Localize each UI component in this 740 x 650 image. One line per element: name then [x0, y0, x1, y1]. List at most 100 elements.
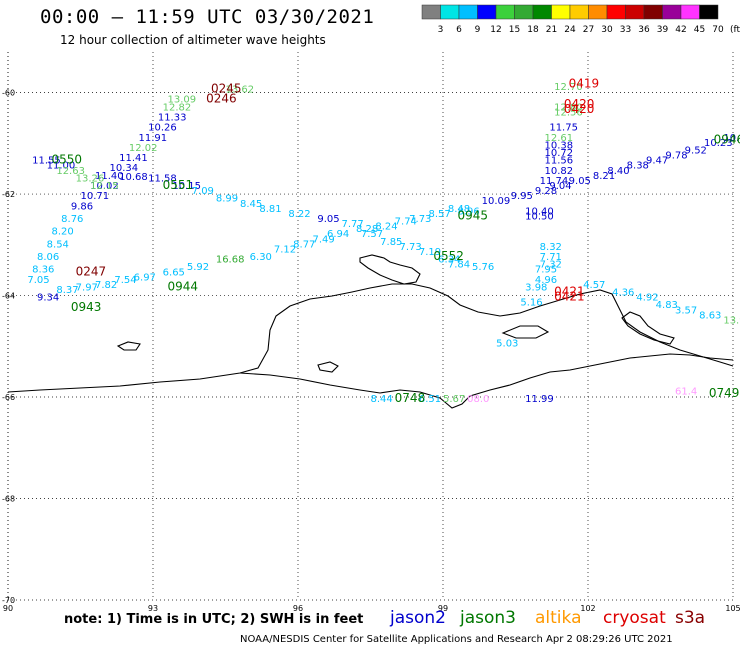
wave-height-label: 8.96: [458, 206, 480, 217]
wave-height-label: 9.52: [685, 145, 707, 156]
wave-height-label: 5.16: [520, 298, 542, 309]
colorbar-label: 30: [601, 25, 613, 35]
wave-height-label: 12.82: [163, 102, 192, 113]
pass-time-label: 0551: [163, 178, 194, 192]
page-title: 00:00 – 11:59 UTC 03/30/2021: [40, 6, 375, 28]
pass-time-label: 0943: [71, 300, 102, 314]
wave-height-label: 10.71: [81, 191, 110, 202]
lon-tick-label: 105: [725, 604, 740, 613]
wave-height-label: 8.38: [627, 161, 649, 172]
pass-time-label: 0550: [52, 153, 83, 167]
wave-height-label: 9.95: [511, 191, 533, 202]
wave-height-label: 8.28: [356, 224, 378, 235]
satellite-legend-altika: altika: [535, 608, 582, 628]
wave-height-label: 7.73: [409, 214, 431, 225]
wave-height-label: 8.99: [216, 194, 238, 205]
lon-tick-label: 90: [3, 604, 13, 613]
wave-height-label: 9.34: [37, 293, 59, 304]
colorbar-label: 3: [438, 25, 444, 35]
wave-height-label: 8.77: [293, 239, 315, 250]
lat-tick-label: -66: [2, 393, 15, 402]
wave-height-label: 10.50: [525, 211, 554, 222]
wave-height-label: 7.73: [400, 242, 422, 253]
wave-height-label: 12.02: [129, 143, 158, 154]
wave-height-label: 7.85: [380, 237, 402, 248]
wave-height-label: 9.05: [317, 214, 339, 225]
wave-height-label: 6.97: [134, 272, 156, 283]
pass-time-label: 0945: [458, 208, 489, 222]
lat-tick-label: -70: [2, 596, 15, 605]
wave-height-label: 11.75: [549, 123, 578, 134]
wave-height-label: 9.78: [665, 151, 687, 162]
wave-height-label: 8.40: [607, 166, 629, 177]
colorbar-label: 12: [490, 25, 501, 35]
lon-tick-label: 93: [148, 604, 158, 613]
wave-height-label: 10.68: [119, 172, 148, 183]
wave-height-label: 12.61: [545, 133, 574, 144]
wave-height-label: 11.56: [545, 156, 574, 167]
wave-height-label: 12.70: [554, 82, 583, 93]
wave-height-label: 5.03: [496, 338, 518, 349]
wave-height-label: 7.19: [419, 247, 441, 258]
wave-height-label: 6.51: [419, 394, 441, 405]
lat-tick-label: -68: [2, 495, 15, 504]
wave-height-label: 11.91: [139, 133, 168, 144]
pass-time-label: 0246: [206, 92, 237, 106]
colorbar-label: 39: [657, 25, 669, 35]
wave-height-label: 3.57: [675, 305, 697, 316]
wave-height-label: 9.04: [549, 181, 571, 192]
colorbar-label: 42: [675, 25, 686, 35]
colorbar-label: 36: [638, 25, 650, 35]
wave-height-label: 8.81: [259, 204, 281, 215]
wave-height-label: 6.65: [163, 267, 185, 278]
wave-height-label: 7.05: [27, 275, 49, 286]
lat-tick-label: -64: [2, 292, 15, 301]
lat-tick-label: -60: [2, 89, 15, 98]
axis-tick-labels: 90 93 96 99 102 105 -60 -62 -64 -66 -68 -70: [2, 89, 740, 613]
colorbar-label: 33: [620, 25, 631, 35]
wave-height-label: 10.15: [172, 181, 201, 192]
wave-height-label: 8.57: [429, 209, 451, 220]
wave-height-label: 3.98: [525, 282, 547, 293]
page-subtitle: 12 hour collection of altimeter wave hei…: [60, 33, 326, 47]
pass-time-label: 0552: [433, 249, 464, 263]
wave-height-label: 11.40: [95, 171, 124, 182]
wave-height-label: 4.83: [656, 300, 678, 311]
colorbar-label: 24: [564, 25, 576, 35]
wave-height-label: 12.15: [90, 181, 119, 192]
wave-height-label: 13.09: [168, 95, 197, 106]
wave-height-label: 6.94: [327, 229, 349, 240]
wave-height-label: 11.58: [148, 173, 177, 184]
pass-time-label: 0421: [554, 285, 585, 299]
pass-time-label: 0420: [564, 102, 595, 116]
colorbar-label: 21: [546, 25, 557, 35]
wave-height-label: 4.92: [636, 293, 658, 304]
wave-height-label: 10.23: [704, 138, 733, 149]
wave-height-label: 10.34: [110, 163, 139, 174]
wave-height-label: 4.57: [583, 280, 605, 291]
wave-height-label: 61.4: [675, 387, 697, 398]
wave-height-label: 08.0: [467, 394, 489, 405]
colorbar-label: 6: [456, 25, 462, 35]
colorbar-label: 70: [712, 25, 724, 35]
wave-height-label: 8.22: [288, 209, 310, 220]
wave-height-label: 11.55: [32, 156, 61, 167]
wave-height-label: 10.09: [482, 196, 511, 207]
colorbar-swatch: [699, 4, 719, 20]
footer-credit: NOAA/NESDIS Center for Satellite Applica…: [240, 634, 673, 645]
lon-tick-label: 99: [438, 604, 448, 613]
wave-height-label: 7.82: [95, 280, 117, 291]
satellite-legend-jason2: jason2: [390, 608, 446, 628]
colorbar-label: 45: [694, 25, 705, 35]
wave-height-label: 12.63: [56, 166, 85, 177]
wave-height-label: 10.26: [148, 123, 177, 134]
wave-height-label: 7.74: [395, 217, 417, 228]
pass-time-label: 0247: [76, 264, 107, 278]
wave-height-label: 8.37: [56, 285, 78, 296]
wave-height-label: 4.36: [612, 288, 634, 299]
wave-height-label: 7.71: [540, 252, 562, 263]
wave-height-label: 11.33: [158, 113, 187, 124]
wave-height-label: 10.02: [90, 181, 119, 192]
wave-height-label: 13.95: [723, 315, 740, 326]
